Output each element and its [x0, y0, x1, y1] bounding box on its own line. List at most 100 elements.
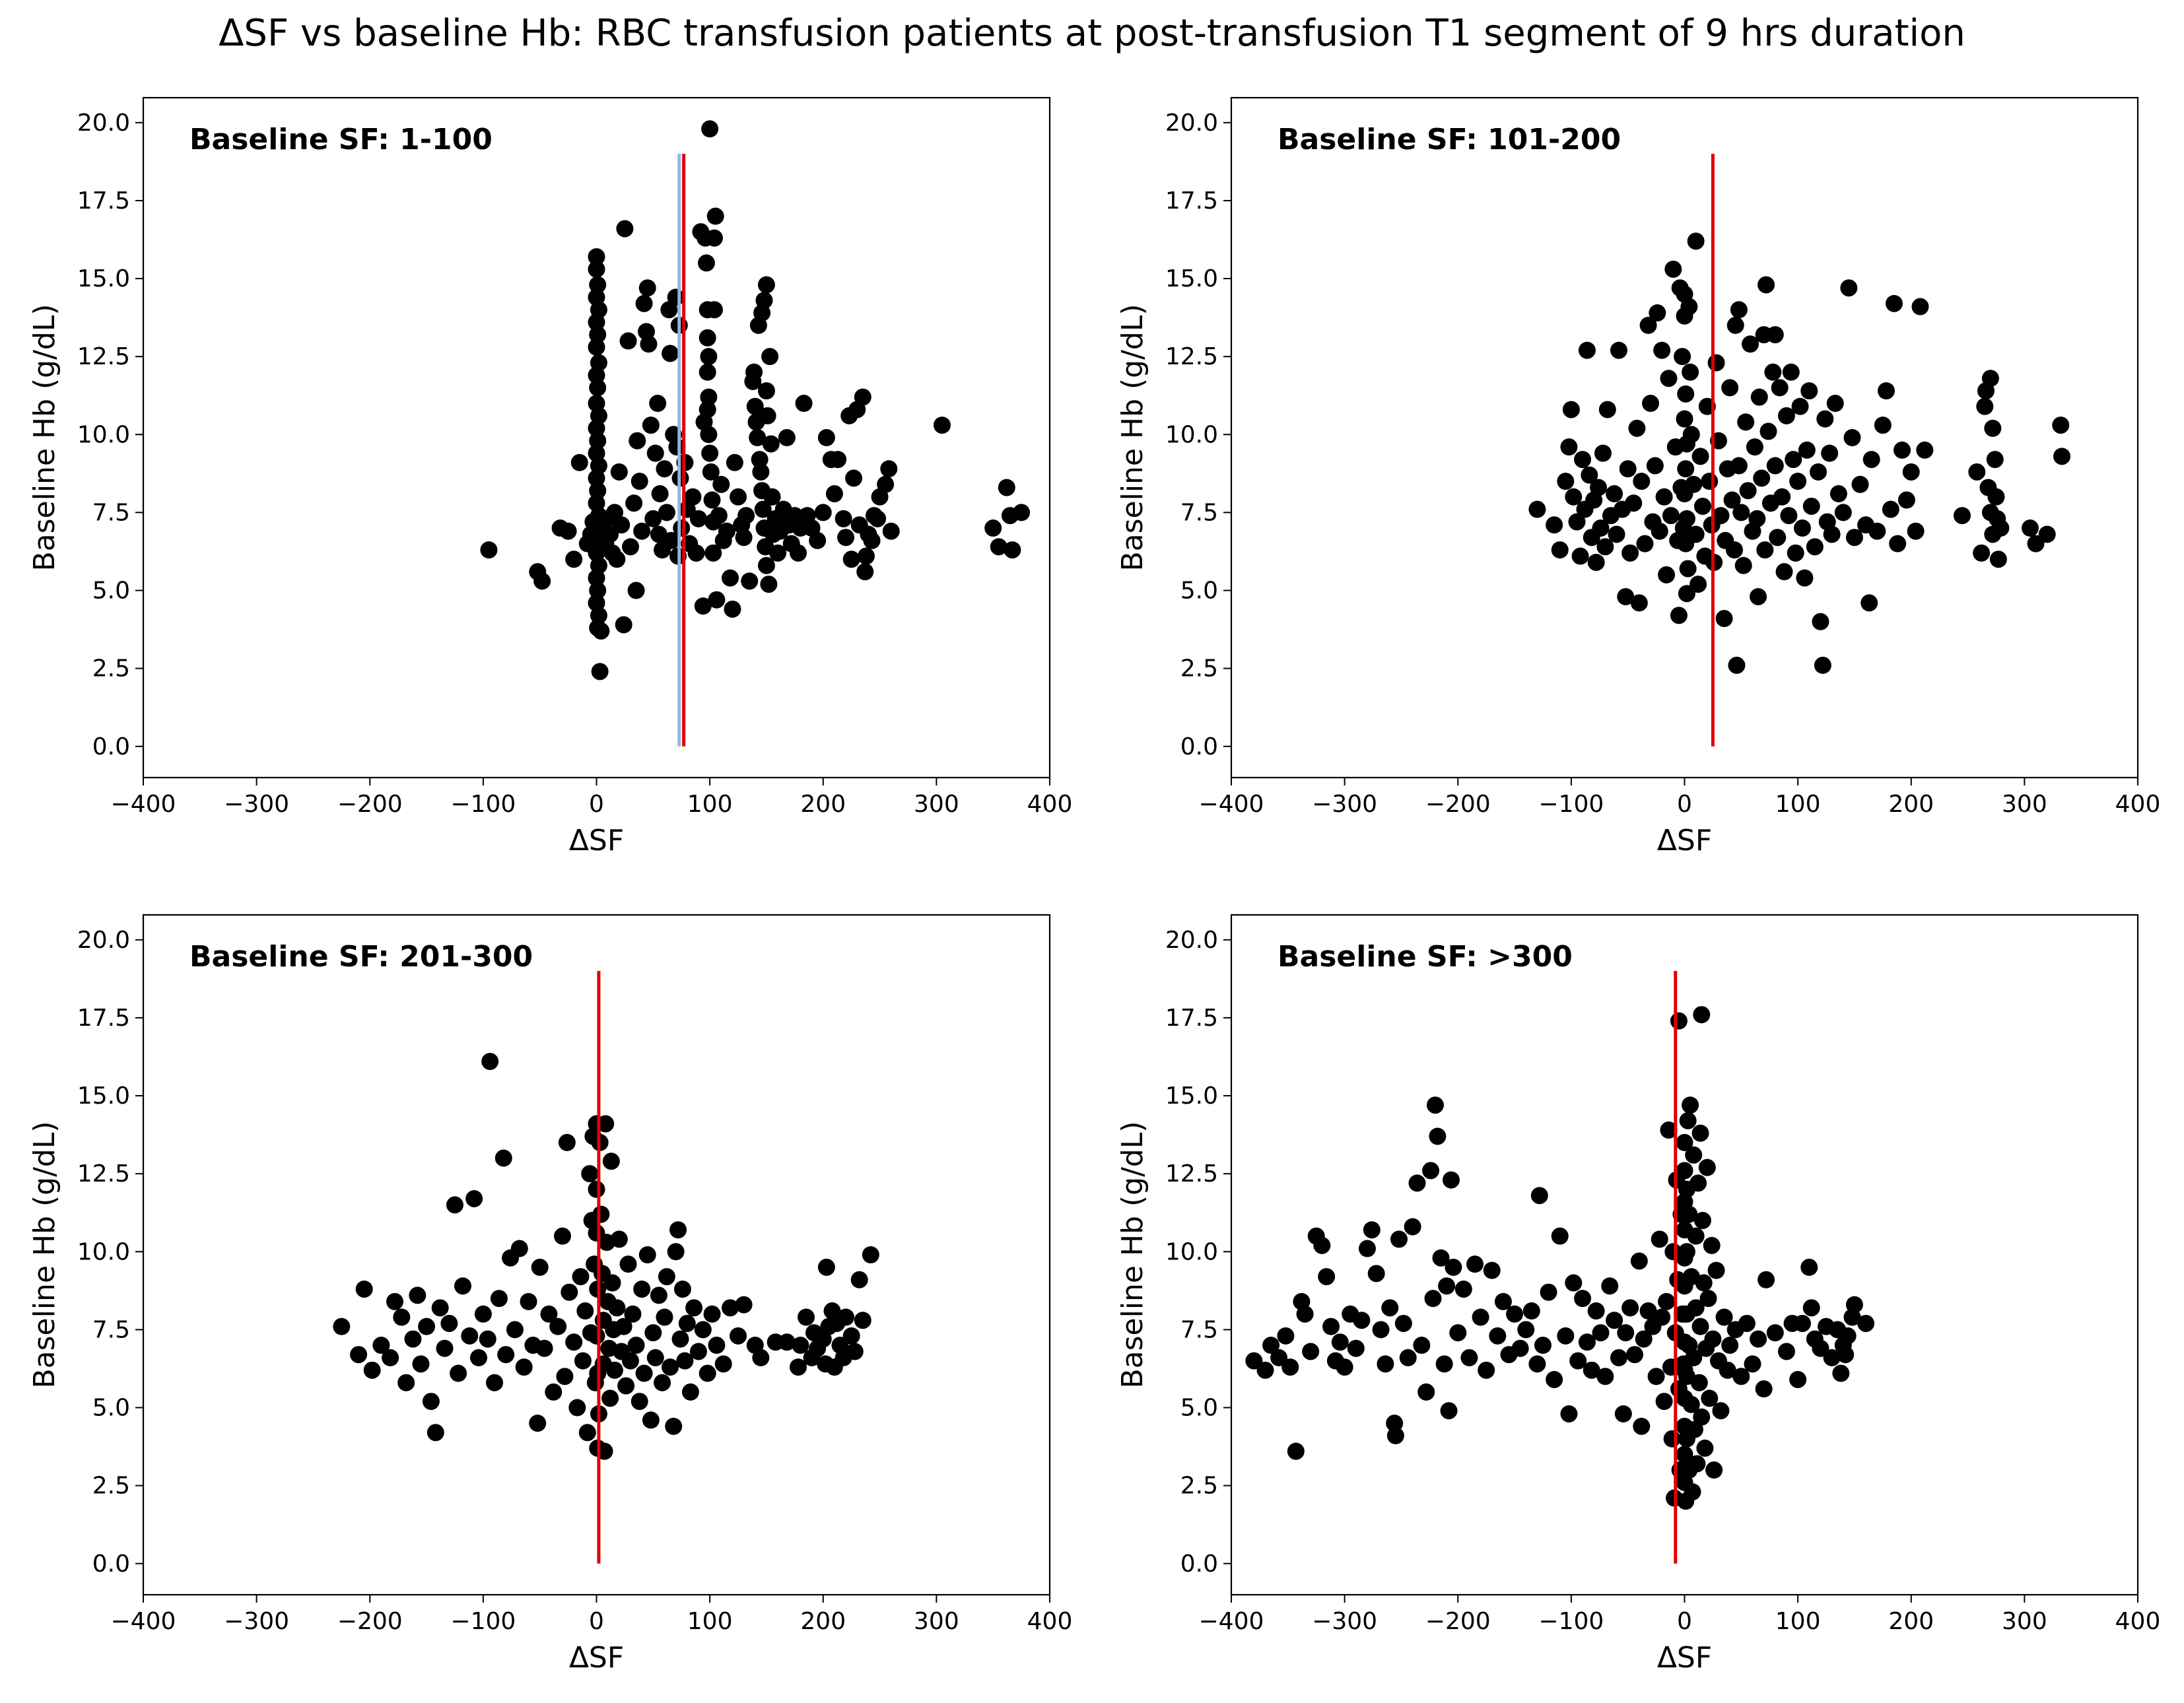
data-point [561, 1283, 578, 1301]
y-tick-label: 10.0 [1165, 421, 1218, 448]
data-point [1685, 475, 1703, 493]
data-point [1750, 1330, 1767, 1348]
data-point [752, 1349, 770, 1366]
data-point [588, 419, 605, 437]
data-point [631, 1393, 648, 1411]
data-point [699, 363, 716, 381]
data-point [1721, 379, 1739, 397]
data-point [1417, 1383, 1435, 1401]
data-point [1424, 1290, 1442, 1308]
data-point [588, 469, 605, 487]
data-point [650, 1286, 667, 1304]
x-tick-label: −300 [1312, 1608, 1377, 1635]
data-point [568, 1399, 586, 1417]
data-point [669, 1221, 687, 1239]
data-point [1569, 1352, 1587, 1370]
data-point [1658, 566, 1676, 584]
data-point [1712, 1402, 1730, 1420]
data-point [1732, 1368, 1750, 1386]
data-point [570, 453, 588, 471]
data-point [1530, 1187, 1548, 1205]
data-point [1682, 363, 1699, 381]
y-tick-label: 10.0 [77, 421, 130, 448]
data-point [1715, 610, 1733, 628]
y-tick-label: 5.0 [92, 1395, 130, 1422]
data-point [635, 1364, 653, 1382]
data-point [1687, 525, 1705, 543]
data-point [495, 1149, 512, 1167]
data-point [814, 504, 832, 521]
data-point [1840, 279, 1858, 297]
y-tick-label: 15.0 [1165, 1083, 1218, 1110]
x-tick-label: 200 [1888, 791, 1934, 818]
data-point [497, 1346, 515, 1364]
data-point [1730, 301, 1748, 319]
x-tick-label: 200 [800, 791, 846, 818]
data-point [654, 1374, 671, 1391]
scatter-points [480, 120, 1031, 681]
data-point [486, 1374, 504, 1391]
data-point [633, 1280, 651, 1298]
y-tick-label: 12.5 [77, 343, 130, 370]
data-point [1785, 451, 1802, 469]
data-point [1394, 1314, 1412, 1332]
data-point [1679, 560, 1697, 578]
data-point [1753, 469, 1771, 487]
data-point [703, 1305, 721, 1323]
data-point [2021, 519, 2039, 537]
y-tick-label: 2.5 [92, 1473, 130, 1500]
data-point [1916, 441, 1934, 459]
data-point [1687, 232, 1705, 250]
data-point [1546, 1370, 1563, 1388]
y-tick-label: 20.0 [77, 927, 130, 954]
data-point [1857, 1314, 1875, 1332]
data-point [1793, 519, 1811, 537]
data-point [629, 432, 646, 450]
y-tick-label: 7.5 [1180, 1316, 1218, 1343]
x-tick-label: −200 [1425, 791, 1491, 818]
data-point [574, 1352, 592, 1370]
data-point [1851, 475, 1869, 493]
data-point [681, 1383, 699, 1401]
data-point [856, 563, 874, 581]
data-point [684, 488, 702, 506]
data-point [1642, 395, 1660, 413]
data-point [998, 479, 1015, 496]
scatter-points [333, 1053, 879, 1460]
data-point [984, 519, 1002, 537]
data-point [703, 491, 721, 509]
data-point [1313, 1236, 1331, 1254]
data-point [1757, 276, 1775, 294]
data-point [1687, 1227, 1705, 1245]
data-point [531, 1258, 549, 1276]
scatter-panel-4: −400 −300 −200 −100 0 100 200 300 400 0.0 2.5 5.0 7.… [1116, 914, 2160, 1675]
data-point [1635, 1330, 1653, 1348]
data-point [1726, 316, 1744, 334]
data-point [1986, 451, 2004, 469]
data-point [809, 531, 827, 549]
y-tick-label: 7.5 [1180, 499, 1218, 526]
data-point [638, 1246, 656, 1263]
data-point [480, 541, 498, 559]
data-point [1902, 463, 1920, 481]
data-point [762, 435, 780, 453]
data-point [1719, 1361, 1736, 1379]
y-tick-label: 20.0 [1165, 927, 1218, 954]
data-point [558, 1133, 576, 1151]
data-point [533, 572, 551, 590]
data-point [644, 1324, 662, 1342]
data-point [422, 1393, 440, 1411]
data-point [1651, 522, 1668, 540]
data-point [1658, 1292, 1676, 1310]
data-point [333, 1318, 351, 1335]
data-point [835, 510, 852, 527]
data-point [1816, 410, 1834, 428]
data-point [668, 438, 686, 456]
data-point [1989, 551, 2007, 568]
data-point [1744, 1355, 1761, 1373]
data-point [589, 276, 607, 294]
data-point [1331, 1333, 1349, 1351]
data-point [479, 1330, 496, 1348]
data-point [1483, 1261, 1501, 1279]
data-point [1689, 1174, 1707, 1192]
